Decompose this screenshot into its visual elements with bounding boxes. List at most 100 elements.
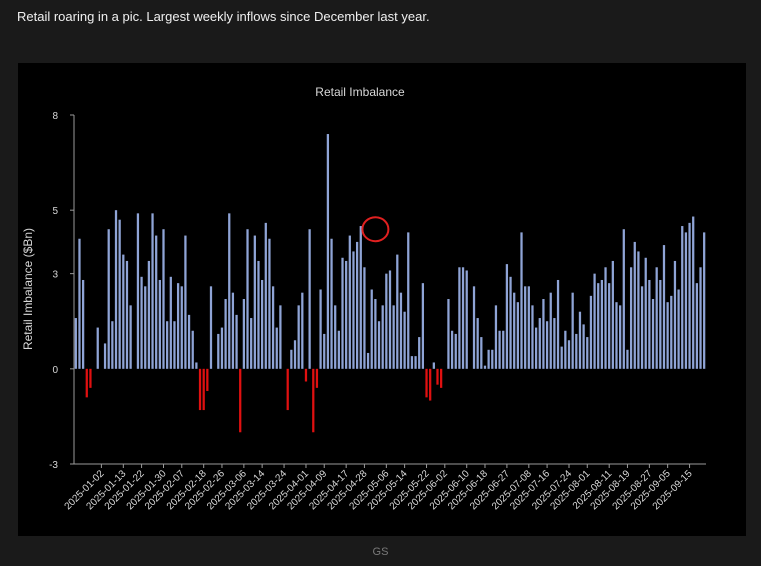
bar <box>381 305 384 369</box>
bar <box>352 251 355 369</box>
source-caption: GS <box>372 546 389 558</box>
bar <box>513 292 516 369</box>
bar <box>542 299 545 369</box>
bar <box>348 235 351 369</box>
bar <box>180 286 183 369</box>
bar <box>403 311 406 369</box>
bar <box>136 213 140 369</box>
bar <box>377 321 381 369</box>
bar <box>396 254 399 369</box>
bar <box>538 318 541 369</box>
bar <box>330 238 333 369</box>
bar <box>355 241 359 369</box>
bar <box>374 299 377 369</box>
bar <box>699 267 702 369</box>
bar <box>615 302 618 369</box>
bar <box>509 276 512 369</box>
bar <box>429 368 432 401</box>
bar <box>235 314 238 369</box>
y-tick-label: 8 <box>52 111 58 122</box>
bar <box>688 222 691 369</box>
bar <box>290 349 293 369</box>
bar <box>312 368 315 433</box>
bar <box>103 343 107 369</box>
bar <box>483 365 487 369</box>
bar <box>695 283 698 369</box>
bar <box>461 267 465 369</box>
bar <box>465 270 468 369</box>
bar <box>326 134 330 369</box>
bar <box>553 318 556 369</box>
bar <box>589 295 593 369</box>
bar <box>74 318 77 369</box>
bar <box>651 299 655 369</box>
bar <box>703 232 706 369</box>
bar <box>472 286 476 369</box>
bar <box>198 368 202 411</box>
bar <box>677 289 680 369</box>
bar <box>158 279 161 369</box>
bar <box>571 292 574 369</box>
bar <box>242 299 245 369</box>
bar <box>176 283 180 369</box>
bar <box>407 232 410 369</box>
bar <box>253 235 256 369</box>
bar <box>366 352 370 369</box>
chart-panel: Retail Imbalance Retail Imbalance ($Bn) … <box>18 63 746 536</box>
bar <box>524 286 527 369</box>
bar <box>659 279 662 369</box>
bar <box>114 210 118 369</box>
bar <box>359 226 362 369</box>
bar <box>432 362 435 369</box>
bar <box>418 337 421 369</box>
bar <box>622 229 625 369</box>
bar <box>388 270 392 369</box>
bar <box>611 260 614 369</box>
bar <box>184 235 187 369</box>
bar <box>107 229 110 369</box>
bar <box>516 302 519 369</box>
bar <box>337 330 340 369</box>
bar <box>520 232 523 369</box>
bar <box>304 368 308 382</box>
bar <box>385 273 388 369</box>
bar <box>644 257 647 369</box>
bar <box>604 267 607 369</box>
bar <box>228 213 231 369</box>
bar <box>96 327 99 369</box>
bar <box>531 305 534 369</box>
bar <box>498 330 501 369</box>
bar <box>363 267 366 369</box>
chart-title: Retail Imbalance <box>315 85 405 99</box>
bar <box>545 321 549 369</box>
bar <box>582 324 585 369</box>
bar <box>447 299 450 369</box>
bar <box>655 267 658 369</box>
y-tick-label: 5 <box>52 206 58 217</box>
bar <box>487 349 490 369</box>
bar <box>166 321 169 369</box>
bar <box>264 222 267 369</box>
bar <box>195 362 198 369</box>
bar <box>155 235 158 369</box>
bar <box>567 340 571 369</box>
bar <box>458 267 461 369</box>
bar <box>191 330 194 369</box>
bar <box>301 292 304 369</box>
bar <box>425 368 428 398</box>
bar <box>315 368 319 388</box>
bar <box>220 327 224 369</box>
bar <box>534 327 538 369</box>
bar <box>147 260 151 369</box>
bar <box>268 238 271 369</box>
bar <box>476 318 479 369</box>
bar <box>323 333 326 369</box>
bar <box>162 229 165 369</box>
bar <box>399 292 403 369</box>
bar <box>626 349 629 369</box>
bar <box>122 254 125 369</box>
bar <box>578 311 582 369</box>
bar <box>670 295 673 369</box>
bar <box>370 289 373 369</box>
bar <box>231 292 235 369</box>
